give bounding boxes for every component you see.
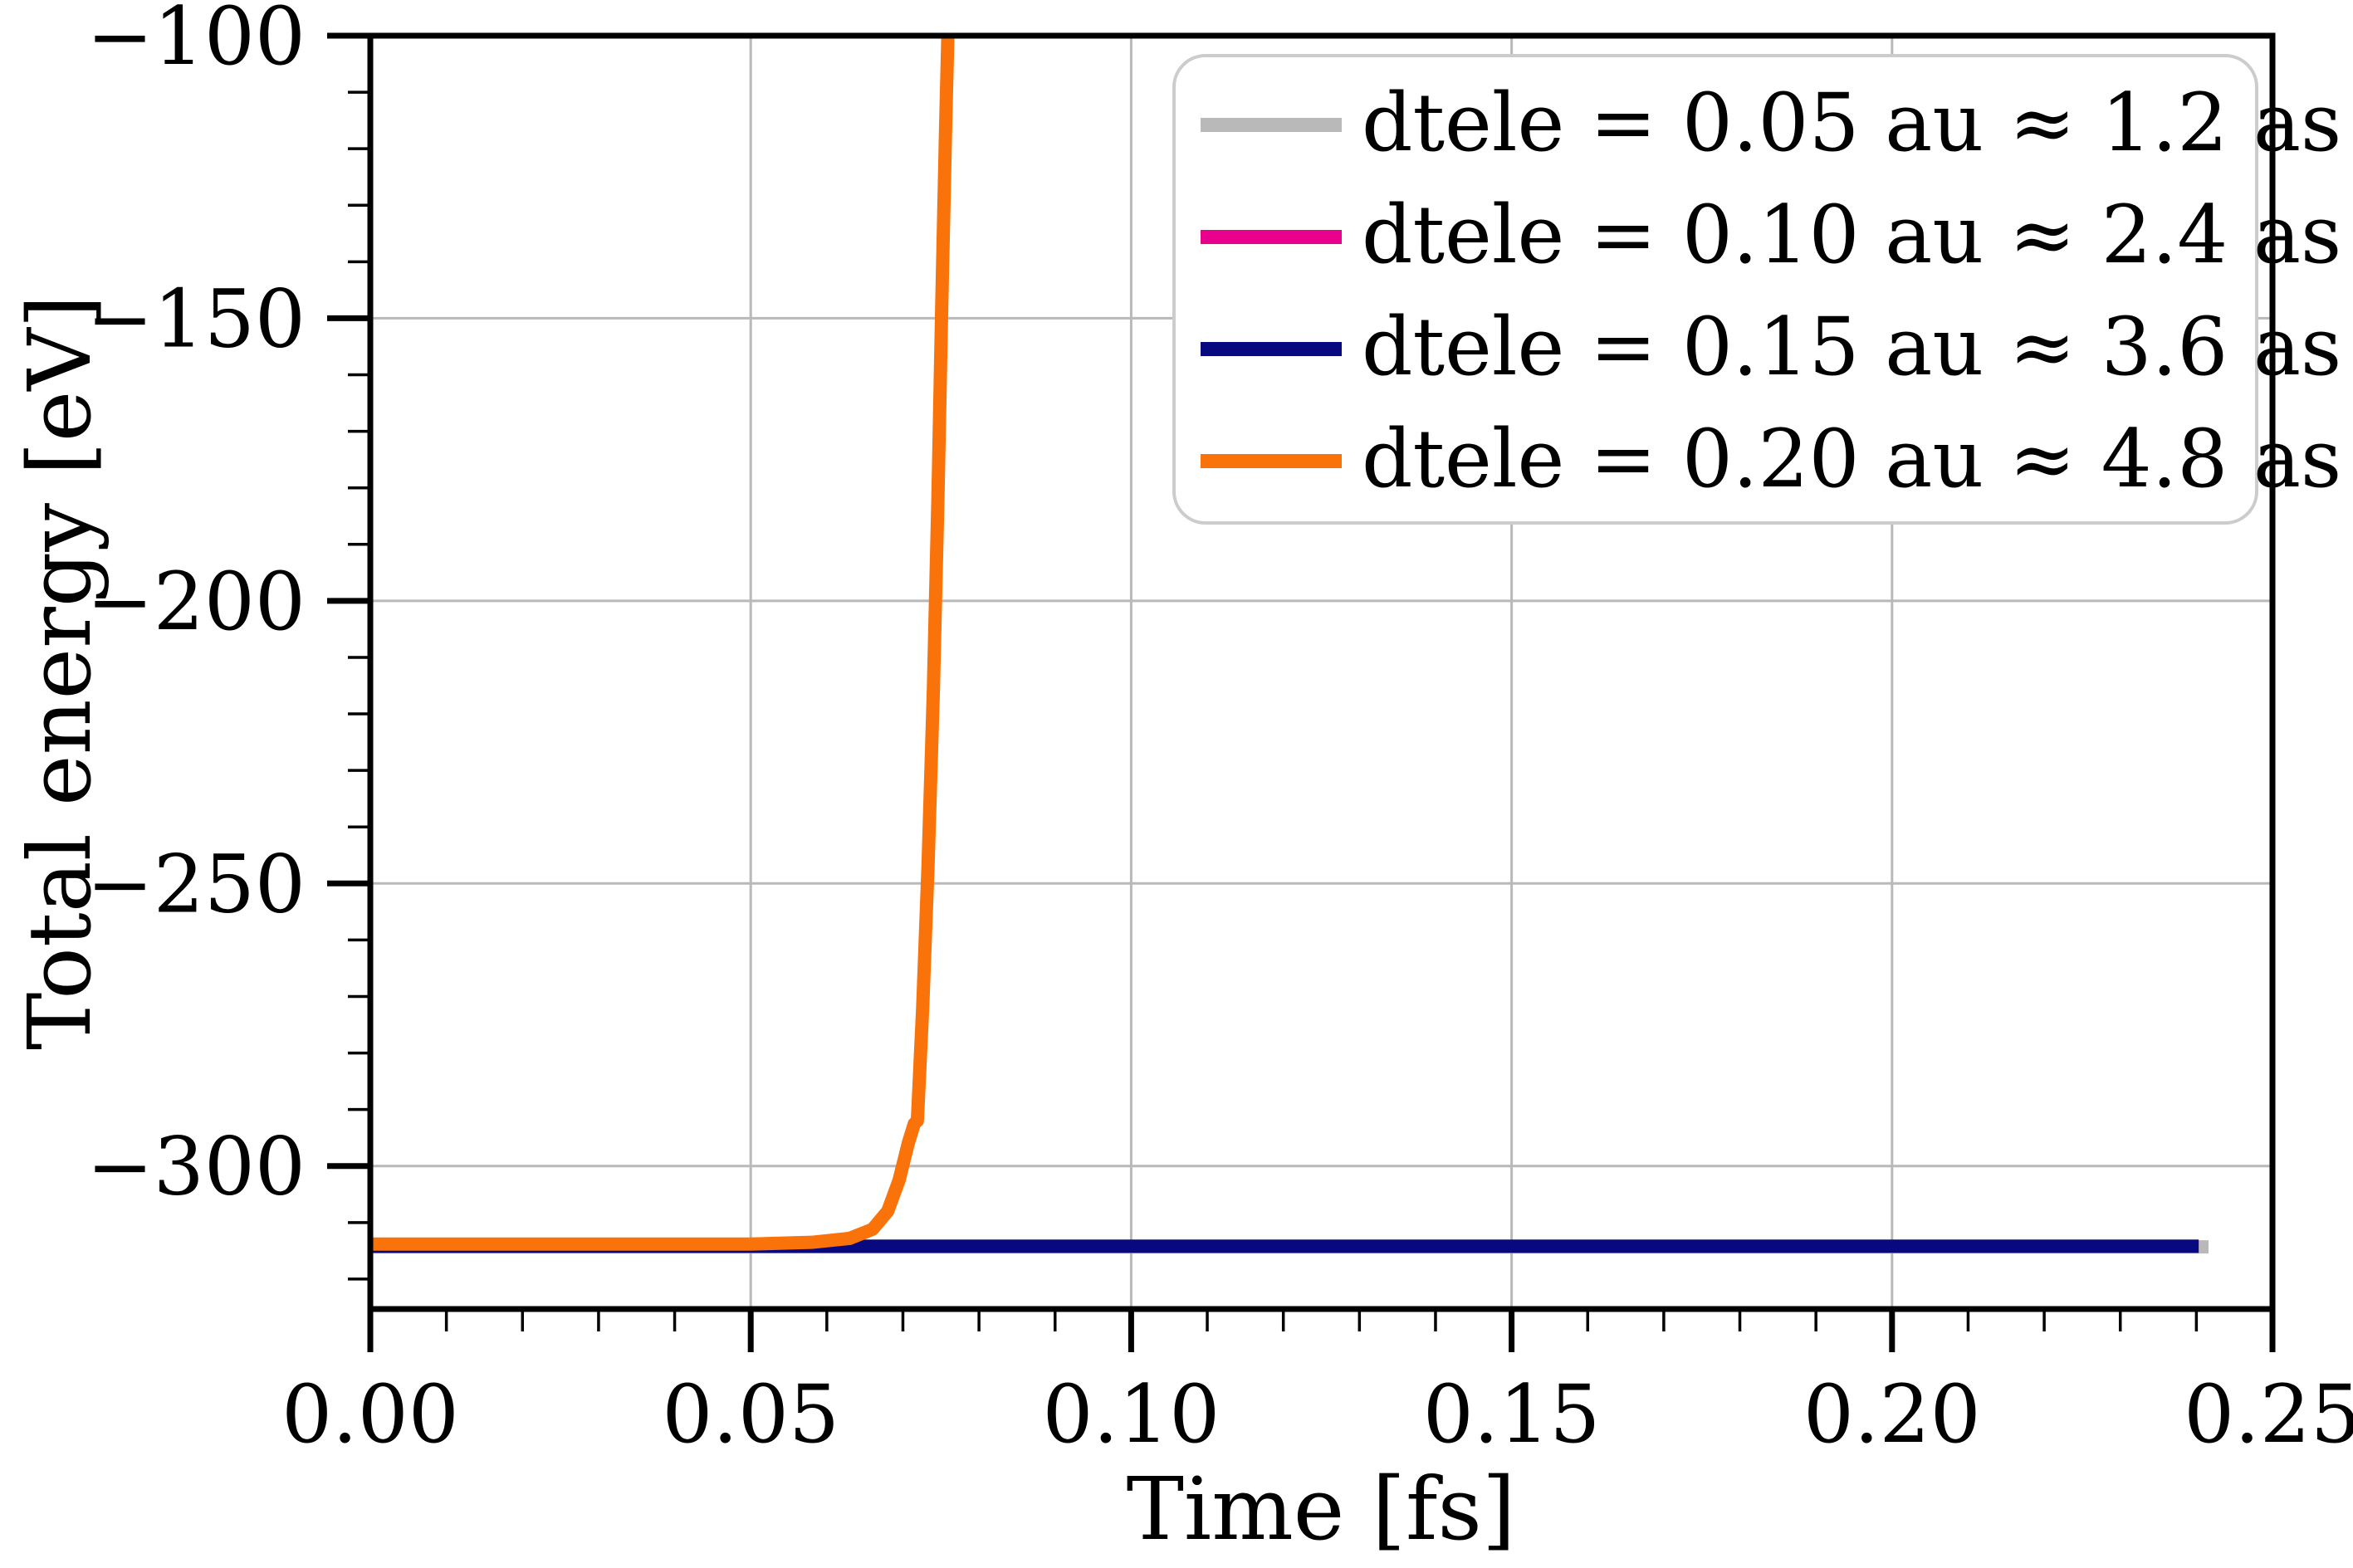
legend-label: dtele = 0.15 au ≈ 3.6 as xyxy=(1362,300,2342,393)
y-tick-label: −150 xyxy=(86,272,306,365)
legend-line-swatch xyxy=(1201,342,1342,356)
legend-item: dtele = 0.05 au ≈ 1.2 as xyxy=(1201,69,2341,181)
y-tick-label: −250 xyxy=(86,838,306,931)
legend-label: dtele = 0.20 au ≈ 4.8 as xyxy=(1362,412,2342,506)
legend-line-swatch xyxy=(1201,454,1342,468)
legend-label: dtele = 0.10 au ≈ 2.4 as xyxy=(1362,188,2342,281)
legend-label: dtele = 0.05 au ≈ 1.2 as xyxy=(1362,76,2342,169)
legend: dtele = 0.05 au ≈ 1.2 as dtele = 0.10 au … xyxy=(1172,54,2341,525)
x-tick-label: 0.15 xyxy=(1423,1368,1601,1461)
legend-line-swatch xyxy=(1201,118,1342,132)
x-tick-label: 0.00 xyxy=(281,1368,459,1461)
y-tick-label: −300 xyxy=(86,1121,306,1214)
series-line xyxy=(370,36,955,1251)
y-tick-label: −100 xyxy=(86,0,306,83)
x-tick-label: 0.20 xyxy=(1803,1368,1981,1461)
y-axis-label: Total energy [eV] xyxy=(9,295,110,1050)
legend-line-swatch xyxy=(1201,230,1342,244)
x-tick-label: 0.25 xyxy=(2184,1368,2353,1461)
y-tick-label: −200 xyxy=(86,555,306,648)
legend-item: dtele = 0.10 au ≈ 2.4 as xyxy=(1201,181,2341,293)
legend-item: dtele = 0.20 au ≈ 4.8 as xyxy=(1201,405,2341,517)
legend-item: dtele = 0.15 au ≈ 3.6 as xyxy=(1201,293,2341,405)
x-axis-label: Time [fs] xyxy=(1126,1458,1516,1560)
x-tick-label: 0.05 xyxy=(662,1368,839,1461)
axes-spines xyxy=(367,32,2276,1312)
x-tick-label: 0.10 xyxy=(1043,1368,1221,1461)
